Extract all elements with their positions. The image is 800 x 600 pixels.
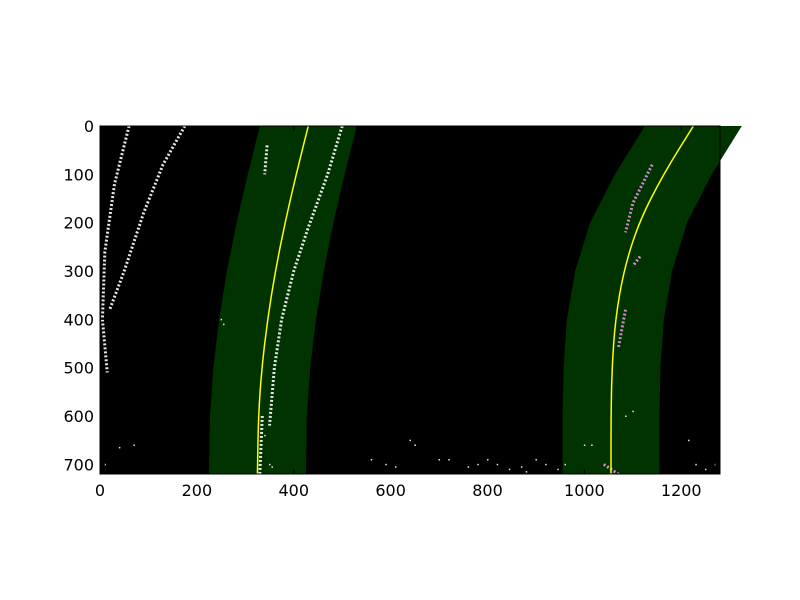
pixel-point xyxy=(525,471,528,473)
plot-frame xyxy=(99,125,721,475)
pixel-point xyxy=(118,446,121,449)
pixel-point xyxy=(695,463,697,466)
pixel-cluster xyxy=(263,145,269,175)
pixel-point xyxy=(520,466,523,468)
pixel-point xyxy=(438,459,441,461)
fit-lines xyxy=(256,125,694,475)
pixel-point xyxy=(269,463,271,466)
y-tick-label: 500 xyxy=(63,359,94,378)
pixel-point xyxy=(448,459,450,461)
pixel-point xyxy=(271,466,273,468)
pixel-point xyxy=(557,468,559,471)
lane-pixels xyxy=(100,125,717,476)
pixel-point xyxy=(508,468,511,471)
pixel-point xyxy=(545,463,547,466)
pixel-point xyxy=(104,463,106,466)
y-tick-label: 0 xyxy=(84,117,94,136)
x-tick-label: 200 xyxy=(182,481,213,500)
pixel-point xyxy=(704,468,707,471)
pixel-point xyxy=(564,463,566,466)
x-tick-label: 600 xyxy=(375,481,406,500)
y-axis: 0 100 200 300 400 500 600 700 xyxy=(63,117,720,474)
x-tick-label: 800 xyxy=(472,481,503,500)
pixel-cluster xyxy=(100,125,131,373)
pixel-point xyxy=(688,439,690,442)
pixel-cluster xyxy=(108,125,187,311)
x-axis: 0 200 400 600 800 1000 1200 xyxy=(95,126,702,500)
pixel-cluster xyxy=(268,125,344,426)
pixel-point xyxy=(496,463,499,466)
pixel-point xyxy=(223,323,225,326)
y-tick-label: 200 xyxy=(63,214,94,233)
pixel-cluster xyxy=(616,309,628,349)
pixel-point xyxy=(487,459,489,461)
lane-band-1 xyxy=(208,126,357,474)
y-tick-label: 300 xyxy=(63,262,94,281)
pixel-point xyxy=(385,463,387,466)
pixel-point xyxy=(477,463,479,466)
pixel-point xyxy=(625,415,627,417)
pixel-point xyxy=(414,444,416,446)
pixel-point xyxy=(535,459,537,461)
pixel-point xyxy=(133,444,135,446)
y-tick-label: 600 xyxy=(63,407,94,426)
lane-bands xyxy=(208,126,742,474)
y-tick-label: 700 xyxy=(63,455,94,474)
pixel-cluster xyxy=(258,415,264,475)
pixel-point xyxy=(370,459,373,461)
pixel-point xyxy=(220,318,223,321)
x-tick-label: 0 xyxy=(95,481,105,500)
pixel-point xyxy=(409,439,411,442)
fit-line-1 xyxy=(256,125,310,475)
x-tick-label: 400 xyxy=(278,481,309,500)
x-tick-label: 1200 xyxy=(661,481,702,500)
pixel-point xyxy=(583,444,586,446)
pixel-point xyxy=(591,444,593,446)
y-tick-label: 400 xyxy=(63,310,94,329)
y-tick-label: 100 xyxy=(63,165,94,184)
pixel-point xyxy=(264,434,266,437)
pixel-point xyxy=(394,466,397,468)
x-tick-label: 1000 xyxy=(564,481,605,500)
fit-line-2 xyxy=(610,125,694,474)
lane-band-2 xyxy=(562,126,742,474)
pixel-point xyxy=(467,466,470,468)
pixel-point xyxy=(632,410,634,413)
